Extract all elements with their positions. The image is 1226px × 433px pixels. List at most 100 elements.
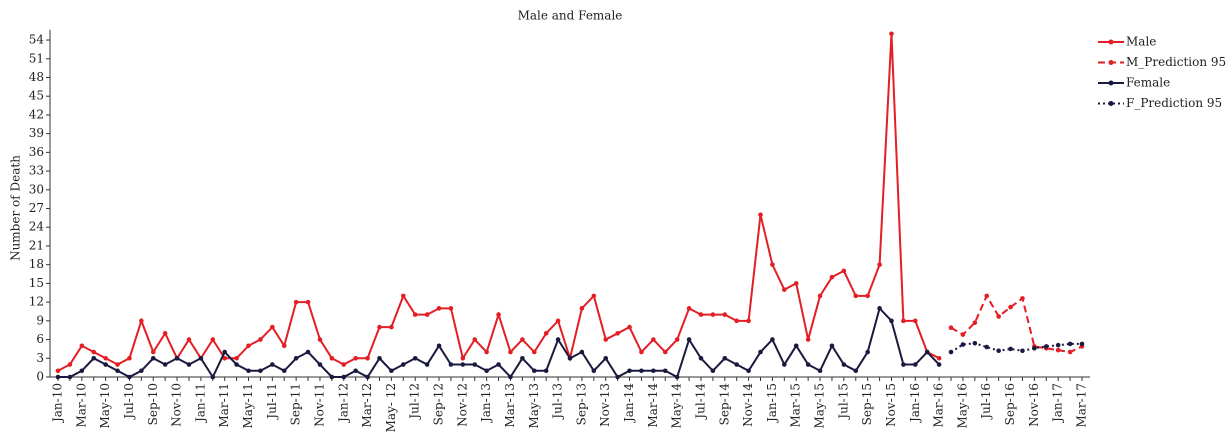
data-point [591,368,597,374]
x-tick-label: Jan-17 [1051,383,1065,424]
data-point [222,349,227,355]
data-point [674,337,680,342]
data-point [115,362,120,367]
data-point [305,349,311,355]
y-tick-label: 3 [36,351,44,365]
data-point [543,331,549,336]
legend-marker [1108,60,1114,65]
x-tick-label: Sep-13 [574,383,588,425]
data-point [412,355,418,361]
data-point [567,355,573,361]
data-point [972,320,978,326]
data-point [377,324,382,330]
x-tick-label: May-16 [955,383,969,429]
data-point [305,299,311,305]
y-tick-label: 45 [29,89,44,103]
data-point [353,355,358,361]
legend-label: Male [1126,35,1156,49]
data-point [984,293,990,299]
data-point [234,355,239,361]
data-point [520,337,525,342]
data-point [79,343,85,349]
data-point [889,31,894,37]
data-point [55,368,61,374]
data-point [603,337,609,342]
x-tick-label: Mar-15 [789,383,803,428]
x-tick-label: Mar-16 [932,383,946,428]
y-tick-label: 42 [29,107,44,121]
data-point [246,368,251,374]
data-point [115,368,120,374]
data-point [270,362,275,367]
data-point [639,368,644,374]
data-point [460,362,466,367]
x-tick-label: Jan-15 [765,383,779,424]
data-point [424,362,430,367]
data-point [889,318,894,324]
data-point [234,362,239,367]
x-tick-label: May-14 [670,383,684,429]
data-point [341,374,347,380]
data-point [329,355,335,361]
data-point [1020,348,1025,354]
data-point [770,337,775,342]
x-tick-label: Jan-11 [193,383,207,424]
data-point [901,362,906,367]
y-tick-label: 21 [29,238,44,252]
x-tick-label: Nov-13 [598,383,612,427]
data-point [877,306,882,311]
data-point [686,337,692,342]
data-point [127,374,132,380]
x-tick-label: Jul-12 [408,383,422,421]
data-point [710,312,716,317]
data-point [615,374,620,380]
data-point [829,274,835,280]
y-tick-label: 15 [29,276,44,290]
x-tick-label: Jul-14 [693,383,707,421]
data-point [639,349,644,355]
data-point [424,312,430,317]
data-point [698,355,704,361]
data-point [258,337,263,342]
data-point [996,348,1001,354]
y-tick-label: 33 [29,164,44,178]
data-point [79,368,85,374]
data-point [1032,345,1037,351]
data-point [317,362,323,367]
x-tick-label: Nov-10 [170,383,184,427]
data-point [210,374,216,380]
x-tick-label: Mar-17 [1075,383,1089,428]
data-point [770,262,775,267]
data-point [1055,342,1061,348]
x-tick-label: Mar-13 [503,383,517,428]
data-point [793,343,799,349]
data-point [67,362,73,367]
data-point [472,362,478,367]
data-point [436,306,442,311]
x-tick-label: Jan-10 [51,383,65,424]
data-point [865,349,870,355]
data-point [1008,304,1013,310]
data-point [365,355,370,361]
data-point [710,368,716,374]
data-point [817,293,823,299]
x-tick-label: Jan-16 [908,383,922,424]
y-axis-label: Number of Death [9,155,23,261]
data-point [91,355,97,361]
data-point [579,349,585,355]
data-point [1020,296,1025,301]
data-point [496,312,501,317]
data-point [805,362,811,367]
data-point [960,332,966,337]
data-point [389,324,394,330]
data-point [722,355,728,361]
data-point [258,368,263,374]
x-tick-label: Mar-11 [217,383,231,428]
x-tick-label: Mar-14 [646,383,660,428]
x-tick-label: Nov-11 [312,383,326,427]
data-point [948,325,954,331]
data-point [1079,341,1085,347]
data-point [210,337,216,342]
x-tick-label: Jul-15 [836,383,850,421]
y-tick-label: 0 [36,370,44,384]
